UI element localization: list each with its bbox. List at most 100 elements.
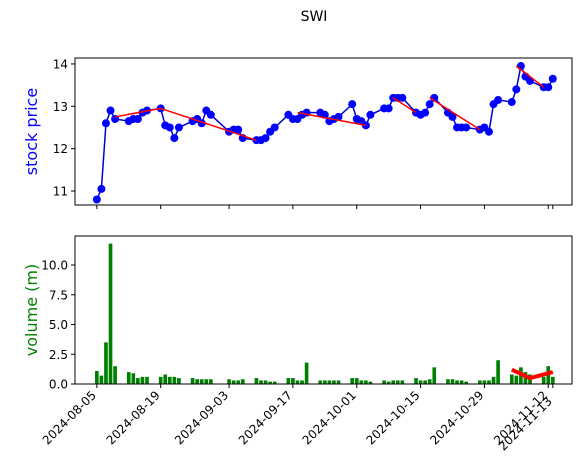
chart-title: SWI (301, 9, 328, 25)
volume-bar (423, 380, 427, 384)
volume-bar (354, 378, 359, 384)
volume-bar (514, 375, 519, 384)
price-marker (484, 127, 493, 136)
x-tick-label: 2024-08-05 (40, 388, 99, 447)
price-marker (106, 106, 115, 115)
volume-bar (199, 379, 204, 384)
volume-bar (295, 380, 300, 384)
volume-bar (291, 378, 295, 384)
axes: 11 12 13 14 stock price (22, 57, 573, 209)
y-tick-label: 13 (53, 100, 68, 114)
volume-bar (427, 379, 432, 384)
price-marker (261, 134, 270, 143)
price-marker (548, 74, 557, 83)
volume-bar (108, 243, 113, 384)
volume-bar (99, 375, 104, 384)
price-marker (206, 110, 215, 119)
volume-bar (286, 378, 291, 384)
trend-line (429, 97, 481, 131)
price-marker (366, 110, 375, 119)
y-axis-label: stock price (22, 88, 41, 175)
volume-bar (323, 380, 327, 384)
price-marker (462, 123, 471, 132)
volume-bar (391, 380, 396, 384)
volume-bar (478, 380, 482, 384)
volume-bar (327, 380, 332, 384)
axes-frame (74, 235, 573, 385)
volume-bar (491, 376, 496, 384)
volume-bar (455, 380, 459, 384)
trend-line (515, 65, 545, 88)
price-marker (234, 125, 243, 134)
y-tick-label: 7.5 (49, 288, 68, 302)
volume-bar (167, 376, 172, 384)
volume-bar (136, 378, 140, 384)
volume-bar (414, 378, 418, 384)
volume-bar (131, 373, 136, 384)
volume-bar (496, 360, 500, 384)
price-marker (398, 93, 407, 102)
volume-bar (254, 378, 259, 384)
x-tick-label: 2024-10-29 (427, 388, 486, 447)
volume-bar (113, 366, 117, 384)
y-tick-label: 11 (53, 185, 68, 199)
volume-bar (140, 376, 145, 384)
volume-bar (487, 380, 491, 384)
y-tick-label: 14 (53, 57, 68, 71)
volume-bar (359, 380, 364, 384)
volume-bar (382, 380, 386, 384)
price-marker (494, 95, 503, 104)
price-marker (101, 119, 110, 128)
volume-bar (400, 380, 405, 384)
volume-bar (104, 342, 108, 384)
volume-bar (240, 379, 245, 384)
axes-frame (74, 57, 573, 206)
volume-bar (158, 376, 163, 384)
x-tick-label: 2024-09-03 (172, 388, 231, 447)
volume-bar (368, 381, 373, 384)
x-tick-label: 2024-09-17 (236, 388, 295, 447)
volume-bar (190, 378, 195, 384)
volume-bar (231, 380, 236, 384)
volume-bar (418, 380, 423, 384)
volume-bar (163, 374, 168, 384)
y-tick-label: 10.0 (41, 259, 68, 273)
volume-bar (259, 380, 263, 384)
volume-bar (300, 380, 304, 384)
price-marker (92, 195, 101, 204)
volume-bar (509, 374, 514, 384)
volume-bar (177, 378, 181, 384)
price-marker (507, 98, 516, 107)
volume-bar (304, 362, 309, 384)
price-marker (421, 108, 430, 117)
y-axis-label: volume (m) (22, 264, 41, 356)
y-tick-label: 2.5 (49, 348, 68, 362)
y-tick-label: 12 (53, 142, 68, 156)
volume-bar (550, 376, 555, 384)
price-marker (334, 112, 343, 121)
volume-bar (95, 370, 99, 384)
volume-bar (227, 379, 231, 384)
price-marker (425, 100, 434, 109)
volume-bar (195, 379, 199, 384)
volume-bar (236, 380, 241, 384)
y-tick-label: 0.0 (49, 378, 68, 392)
x-tick-label: 2024-08-19 (104, 388, 163, 447)
price-marker (270, 123, 279, 132)
volume-bar (318, 380, 323, 384)
price-marker (448, 112, 457, 121)
price-marker (384, 104, 393, 113)
volume-bar (145, 376, 149, 384)
volume-bar (464, 381, 469, 384)
volume-bar (482, 380, 487, 384)
price-marker (97, 184, 106, 193)
volume-bar (263, 380, 268, 384)
price-marker (170, 134, 179, 143)
price-marker (174, 123, 183, 132)
volume-bar (459, 380, 464, 384)
x-tick-label: 2024-10-01 (300, 388, 359, 447)
trend-line (510, 367, 554, 381)
trend-line (392, 97, 417, 114)
y-tick-label: 5.0 (49, 318, 68, 332)
volume-bar (332, 380, 336, 384)
